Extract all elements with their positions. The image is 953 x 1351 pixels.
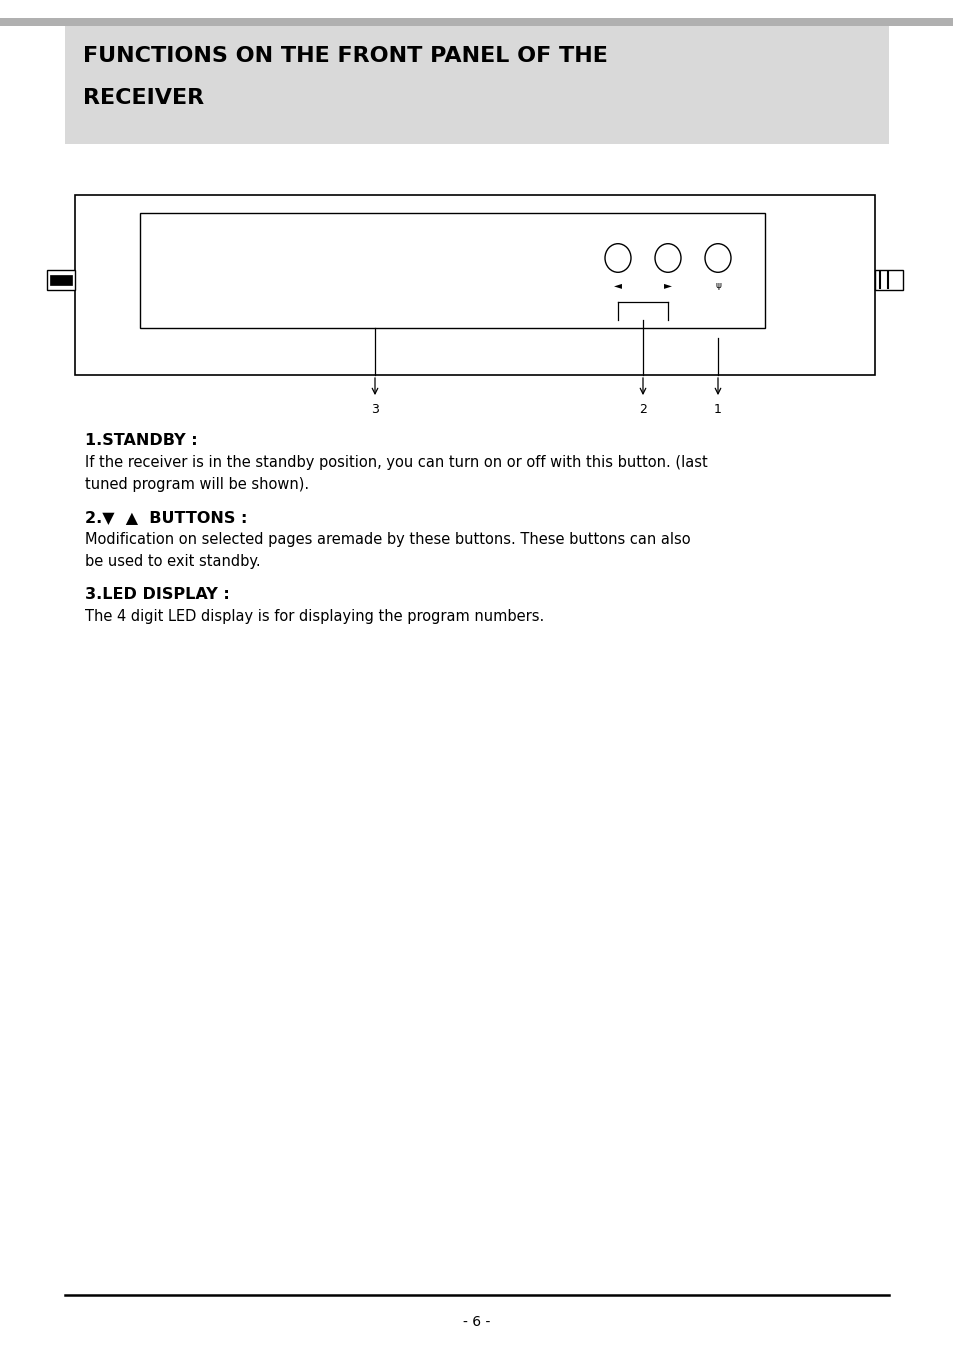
Text: ◄: ◄ bbox=[614, 280, 621, 290]
Text: 1: 1 bbox=[713, 403, 721, 416]
Bar bbox=[0, 18, 953, 26]
Ellipse shape bbox=[704, 243, 730, 273]
Text: ►: ► bbox=[663, 280, 671, 290]
Bar bbox=[65, 26, 888, 145]
Bar bbox=[140, 213, 764, 328]
Text: 3.LED DISPLAY :: 3.LED DISPLAY : bbox=[85, 586, 230, 603]
Ellipse shape bbox=[655, 243, 680, 273]
Text: If the receiver is in the standby position, you can turn on or off with this but: If the receiver is in the standby positi… bbox=[85, 455, 707, 492]
Text: 3: 3 bbox=[371, 403, 378, 416]
Text: 2.▼  ▲  BUTTONS :: 2.▼ ▲ BUTTONS : bbox=[85, 509, 247, 526]
Text: The 4 digit LED display is for displaying the program numbers.: The 4 digit LED display is for displayin… bbox=[85, 609, 543, 624]
Text: Modification on selected pages aremade by these buttons. These buttons can also
: Modification on selected pages aremade b… bbox=[85, 532, 690, 569]
Text: 1.STANDBY :: 1.STANDBY : bbox=[85, 434, 197, 449]
Ellipse shape bbox=[604, 243, 630, 273]
Bar bbox=[47, 270, 75, 290]
Bar bbox=[874, 270, 902, 290]
Bar bbox=[75, 195, 874, 376]
Text: RECEIVER: RECEIVER bbox=[83, 88, 204, 108]
Text: ψ: ψ bbox=[715, 281, 720, 289]
Text: - 6 -: - 6 - bbox=[463, 1315, 490, 1329]
Text: FUNCTIONS ON THE FRONT PANEL OF THE: FUNCTIONS ON THE FRONT PANEL OF THE bbox=[83, 46, 607, 66]
Bar bbox=[50, 276, 71, 285]
Text: 2: 2 bbox=[639, 403, 646, 416]
